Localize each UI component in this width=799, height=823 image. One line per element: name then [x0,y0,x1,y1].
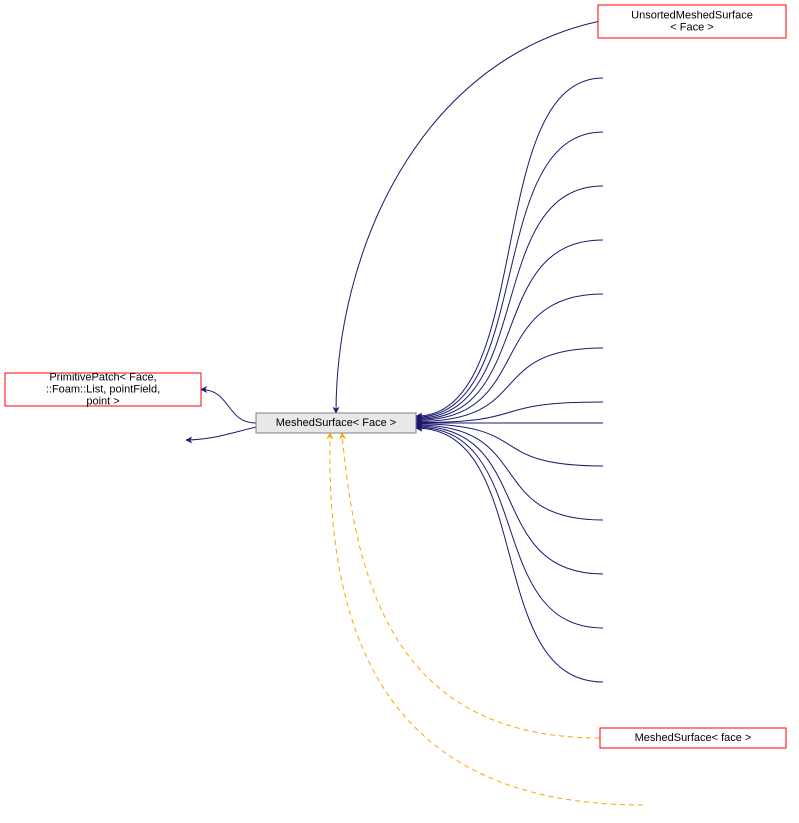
right-col-label-11-0: TRIsurfaceFormat [649,616,738,628]
right-col-label-4-0: NASsurfaceFormat [646,282,740,294]
right-col-label-1-0: AC3DsurfaceFormat [643,120,743,132]
right-col-label-4-1: < Face > [671,294,714,306]
node-label-left-0: PrimitivePatch< Face, [49,371,156,383]
right-col-label-10-1: < Face > [671,574,714,586]
right-col-label-0-0: ABAQUSsurfaceFormat [635,66,752,78]
edge-template-2 [330,433,643,805]
right-col-label-3-0: GTSsurfaceFormat [646,228,740,240]
right-col-label-12-0: VTKsurfaceFormat [647,670,739,682]
right-col-label-2-1: < Face > [671,186,714,198]
node-label-left-1: ::Foam::List, pointField, [46,383,160,395]
node-label-top_right-0: UnsortedMeshedSurface [631,9,753,21]
right-col-label-5-1: < Face > [671,348,714,360]
edge-topright-to-center [336,22,598,414]
right-col-label-11-1: < Face > [671,628,714,640]
node-label-bottom_right2-0: cuttingPlane [663,799,724,811]
edge-right-3 [416,240,603,419]
node-label-left-2: point > [86,395,119,407]
right-col-label-9-0: STARCDsurfaceFormat [635,508,750,520]
right-col-label-6-0: OFFsurfaceFormat [647,390,740,402]
right-col-label-5-0: OBJsurfaceFormat [647,336,739,348]
edge-inherit-leftbelow [186,427,256,440]
edge-right-12 [416,428,603,682]
right-col-label-10-0: STLsurfaceFormat [647,562,738,574]
edge-right-1 [416,132,603,417]
right-col-label-3-1: < Face > [671,240,714,252]
right-col-label-2-0: FLMAsurfaceFormat [643,174,743,186]
edge-right-0 [416,78,603,416]
edge-right-8 [416,424,603,466]
edge-right-2 [416,186,603,418]
right-col-label-1-1: < Face > [671,132,714,144]
edge-right-10 [416,426,603,574]
edge-inherit-left [201,390,256,424]
right-col-label-8-0: SMESHsurfaceFormat [638,454,748,466]
right-col-label-9-1: < Face > [671,520,714,532]
edge-right-4 [416,294,603,420]
right-col-label-6-1: < Face > [671,402,714,414]
edge-template-1 [342,433,600,738]
edge-right-11 [416,427,603,628]
node-label-center-0: MeshedSurface< Face > [276,417,396,429]
right-col-label-8-1: < Face > [671,466,714,478]
right-col-label-0-1: < Face > [671,78,714,90]
right-col-label-12-1: < Face > [671,682,714,694]
node-label-top_right-1: < Face > [670,21,713,33]
edge-right-9 [416,425,603,520]
node-label-left_below-0: surfaceFormatsCore [86,434,186,446]
node-label-bottom_right-0: MeshedSurface< face > [635,732,752,744]
